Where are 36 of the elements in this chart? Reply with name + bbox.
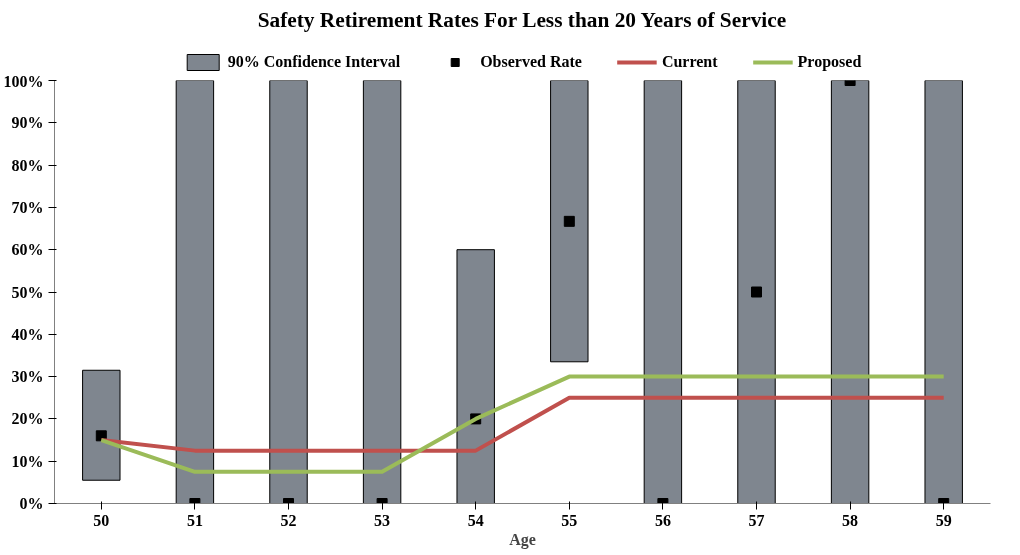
bar [269, 80, 308, 504]
x-tick-label: 54 [467, 511, 484, 529]
legend-label: 90% Confidence Interval [227, 53, 401, 71]
point [751, 286, 762, 298]
x-tick-label: 59 [935, 511, 952, 529]
y-tick-label: 40% [11, 325, 44, 343]
x-tick-label: 50 [93, 511, 110, 529]
x-tick-label: 58 [842, 511, 859, 529]
bar [82, 369, 121, 481]
y-tick-label: 10% [11, 452, 44, 470]
bar [175, 80, 215, 504]
x-tick-label: 51 [186, 511, 203, 529]
y-tick-label: 70% [11, 198, 44, 216]
y-tick-label: 60% [11, 241, 44, 259]
y-tick-label: 30% [11, 368, 44, 386]
x-tick-label: 56 [654, 511, 671, 529]
y-tick-label: 0% [19, 495, 44, 512]
y-tick-label: 80% [11, 156, 44, 174]
bar [550, 80, 589, 363]
y-tick-label: 20% [11, 410, 44, 428]
legend-label: Proposed [797, 53, 862, 71]
x-tick-label: 52 [280, 511, 297, 529]
legend-label: Observed Rate [480, 53, 582, 71]
x-axis-title: Age [509, 530, 536, 549]
bar [362, 80, 402, 504]
x-tick-label: 53 [374, 511, 391, 529]
x-tick-label: 57 [748, 511, 765, 529]
point [563, 215, 575, 227]
legend-label: Current [661, 53, 718, 71]
y-tick-label: 90% [11, 114, 44, 132]
y-tick-label: 100% [3, 72, 44, 90]
chart-title: Safety Retirement Rates For Less than 20 Years of Service [257, 7, 787, 32]
x-tick-label: 55 [561, 511, 578, 529]
bar [643, 80, 683, 504]
y-tick-label: 50% [11, 283, 44, 301]
bar [924, 80, 963, 504]
